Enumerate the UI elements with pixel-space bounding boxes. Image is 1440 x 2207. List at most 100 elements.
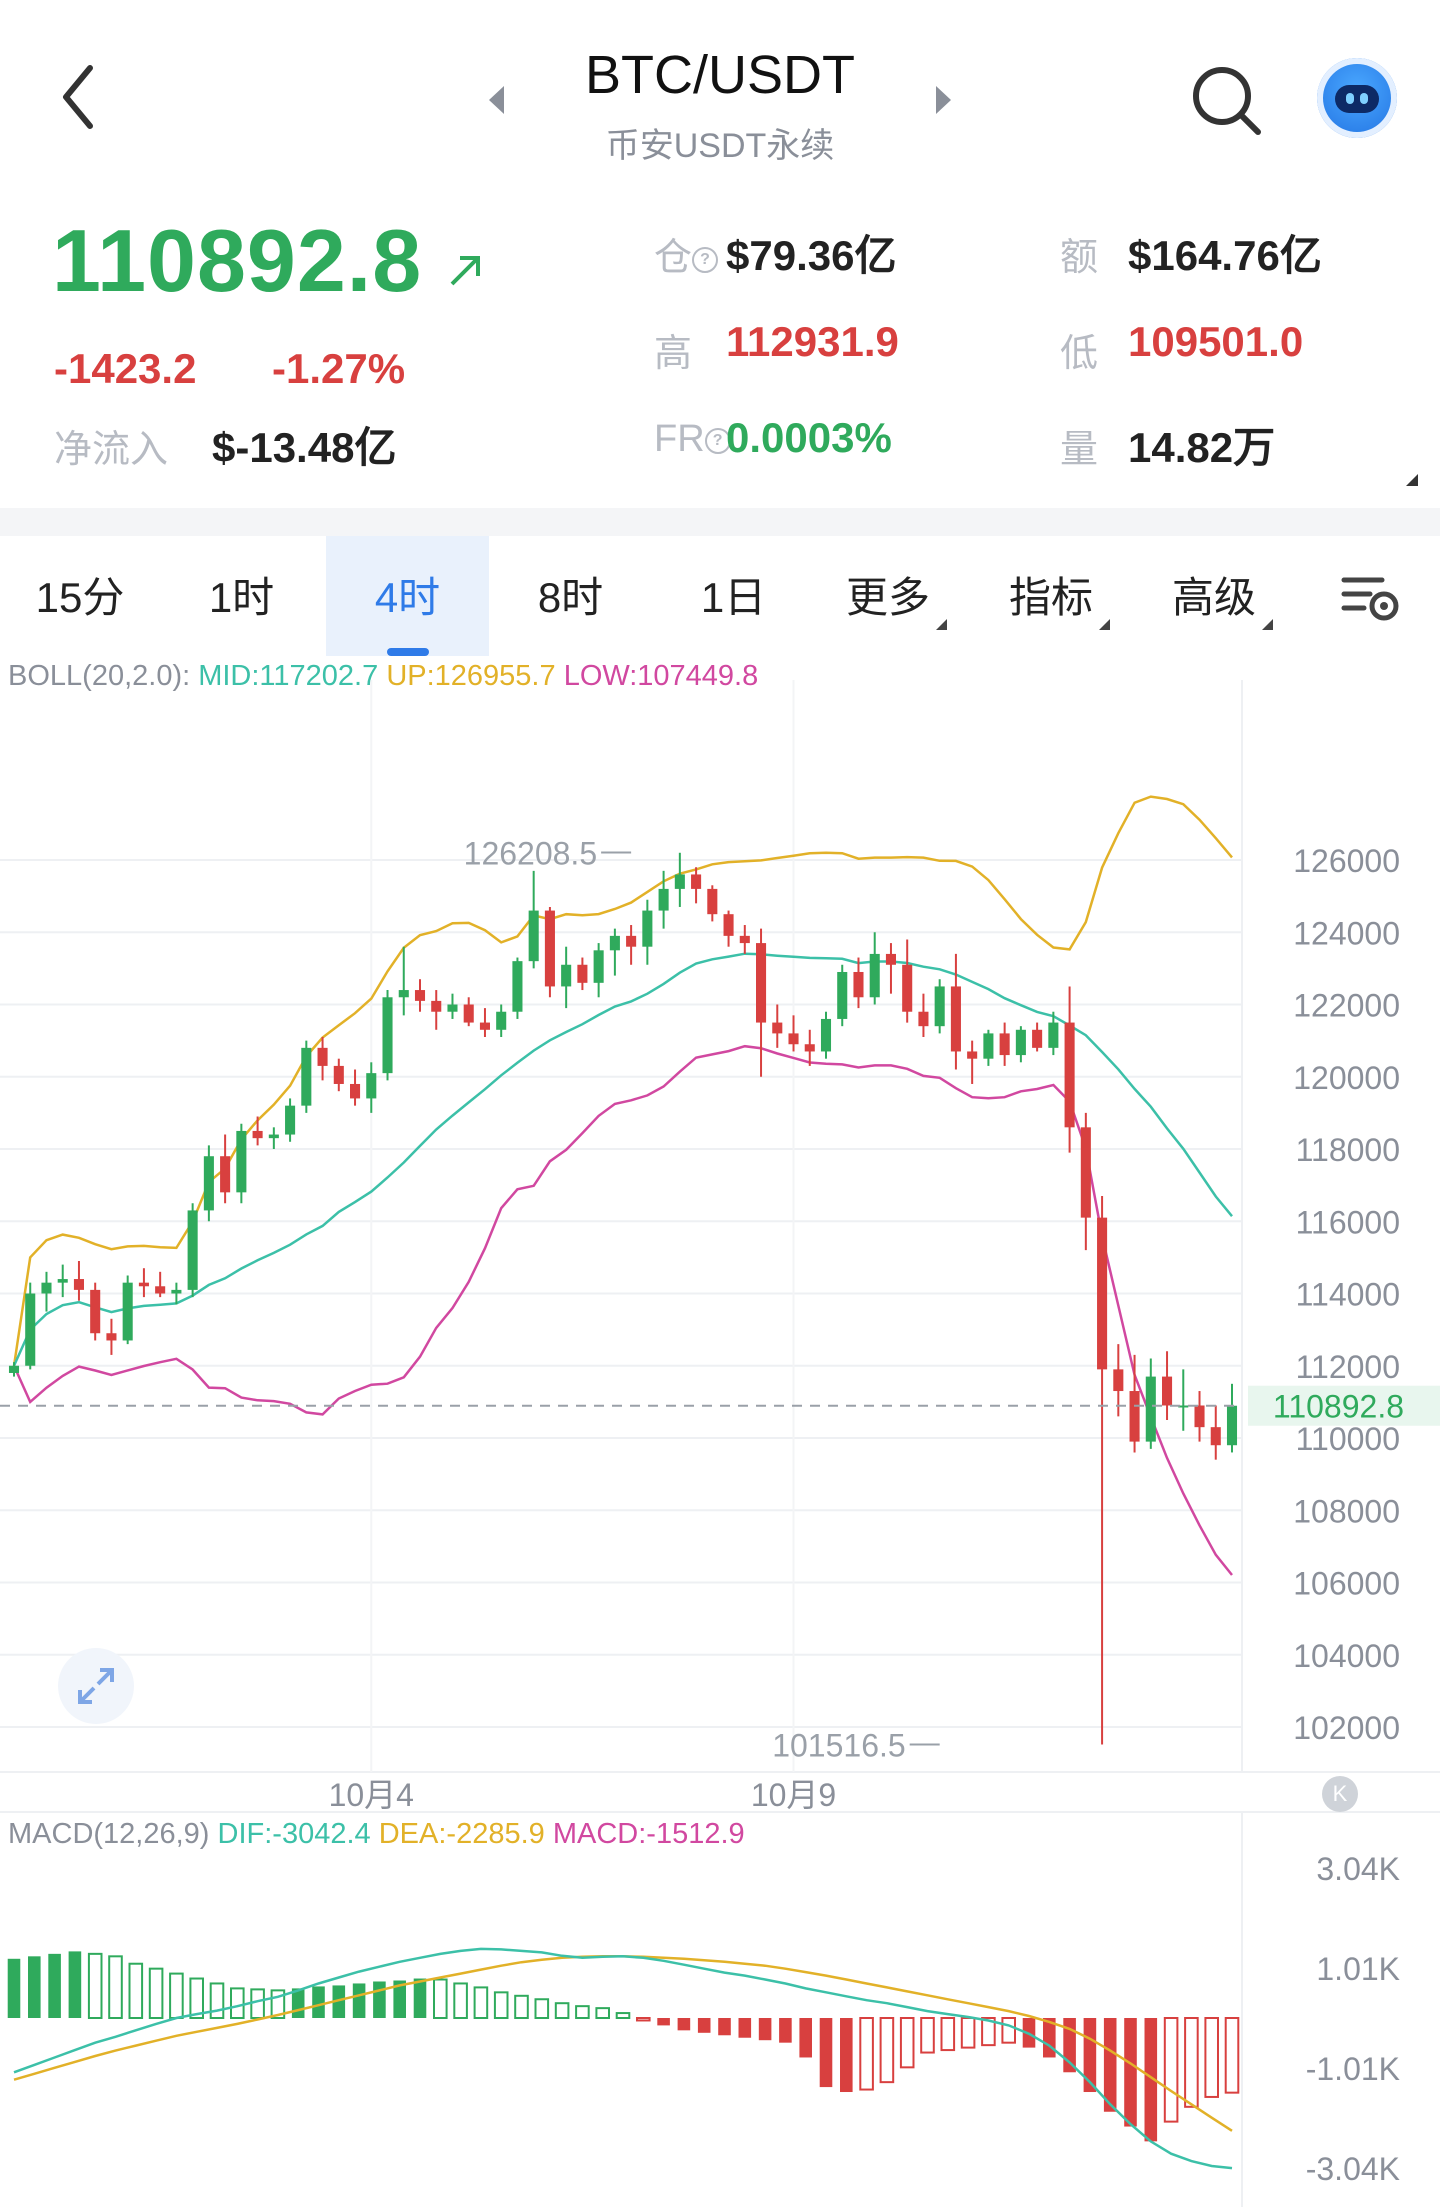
info-icon[interactable]: ? [704,427,731,454]
macd-histogram-bar [1001,2017,1016,2044]
search-icon[interactable] [1188,62,1264,138]
macd-histogram-bar [840,2018,853,2093]
boll-legend: BOLL(20,2.0): MID:117202.7 UP:126955.7 L… [8,660,758,693]
macd-y-tick-label: -1.01K [1306,2051,1400,2087]
candle-body [642,910,653,947]
macd-histogram-bar [718,2018,731,2036]
candle-body [1162,1376,1173,1406]
y-tick-label: 102000 [1293,1710,1400,1746]
next-pair-icon[interactable] [936,86,951,114]
funding-rate-value: 0.0003% [726,414,892,461]
tab-indicators[interactable]: 指标 [978,536,1141,656]
turnover-value: $164.76亿 [1128,232,1322,279]
macd-histogram-bar [899,2017,915,2069]
header: BTC/USDT 币安USDT永续 [0,0,1440,200]
macd-histogram-bar [352,1983,366,2018]
candle-body [804,1044,815,1052]
candle-body [561,964,572,987]
y-tick-label: 112000 [1296,1349,1400,1385]
candle-body [739,935,750,944]
candle-body [1194,1405,1205,1428]
macd-histogram-bar [189,1977,204,2020]
interval-tabs: 15分 1时 4时 8时 1日 更多 指标 高级 [0,536,1440,656]
dropdown-corner-icon [936,619,947,630]
tab-8h[interactable]: 8时 [537,574,604,621]
y-tick-label: 118000 [1296,1132,1400,1168]
tab-1h[interactable]: 1时 [208,574,275,621]
candle-body [41,1282,52,1294]
candle-body [187,1210,198,1290]
tab-1d[interactable]: 1日 [700,574,767,621]
boll-lower-line [12,1044,1233,1576]
y-tick-label: 124000 [1293,915,1400,951]
macd-legend-dea: DEA:-2285.9 [378,1818,545,1850]
candle-body [57,1279,68,1283]
back-arrow-icon[interactable] [56,62,100,132]
candle-body [577,964,588,983]
macd-histogram-bar [595,2007,610,2020]
macd-histogram-bar [1144,2018,1158,2142]
dropdown-corner-icon [1099,619,1110,630]
robot-avatar-icon[interactable] [1317,58,1397,138]
candle-body [1210,1427,1221,1446]
candle-body [999,1033,1010,1056]
macd-histogram-bar [779,2018,792,2043]
low-value: 109501.0 [1128,318,1304,365]
candle-body [285,1105,296,1135]
expand-stats-icon[interactable] [1406,474,1418,486]
candle-body [1113,1369,1124,1392]
min-price-label: 101516.5 [772,1727,905,1763]
candle-body [820,1018,832,1052]
dropdown-corner-icon [1262,619,1273,630]
macd-histogram-bar [48,1953,61,2018]
candle-body [756,943,767,1023]
macd-histogram-bar [575,2005,590,2019]
chart-settings-icon[interactable] [1340,572,1402,624]
info-icon[interactable]: ? [692,246,719,273]
max-price-label: 126208.5 [464,835,597,871]
macd-histogram-bar [738,2018,752,2038]
macd-histogram-bar [108,1955,123,2020]
macd-histogram-bar [28,1956,41,2018]
section-divider [0,508,1440,536]
macd-histogram-bar [312,1986,325,2018]
candle-body [1032,1029,1043,1048]
candle-body [674,874,685,889]
tab-advanced[interactable]: 高级 [1141,536,1304,656]
candle-body [1129,1391,1140,1442]
boll-legend-up: UP:126955.7 [386,660,556,692]
tab-4h[interactable]: 4时 [326,536,489,656]
tab-15m[interactable]: 15分 [35,574,125,621]
high-label: 高 [654,333,693,375]
macd-histogram-bar [7,1958,21,2018]
macd-histogram-bar [615,2012,631,2020]
macd-histogram-bar [413,1978,427,2018]
net-inflow-label: 净流入 [54,429,169,471]
candle-body [869,953,880,998]
candle-body [902,964,913,1012]
candle-body [885,953,896,965]
macd-histogram-bar [393,1980,406,2018]
candle-body [203,1156,214,1211]
macd-histogram-bar [940,2017,956,2052]
fullscreen-expand-icon[interactable] [58,1648,134,1724]
prev-pair-icon[interactable] [489,86,504,114]
pair-title[interactable]: BTC/USDT [585,45,855,105]
candle-body [447,1004,458,1012]
turnover-label: 额 [1060,237,1099,279]
tab-more[interactable]: 更多 [815,536,978,656]
candle-body [544,910,555,987]
y-tick-label: 110000 [1296,1421,1400,1457]
low-label: 低 [1060,333,1099,375]
candle-body [934,986,945,1027]
trend-up-arrow-icon [450,256,480,286]
candle-body [983,1033,994,1059]
candle-body [366,1073,377,1099]
macd-histogram-bar [514,1994,529,2019]
open-interest-value: $79.36亿 [726,232,897,279]
k-scroll-button[interactable]: K [1322,1776,1358,1812]
y-tick-label: 104000 [1293,1638,1400,1674]
candle-body [1015,1029,1026,1056]
macd-histogram-bar [657,2018,670,2026]
